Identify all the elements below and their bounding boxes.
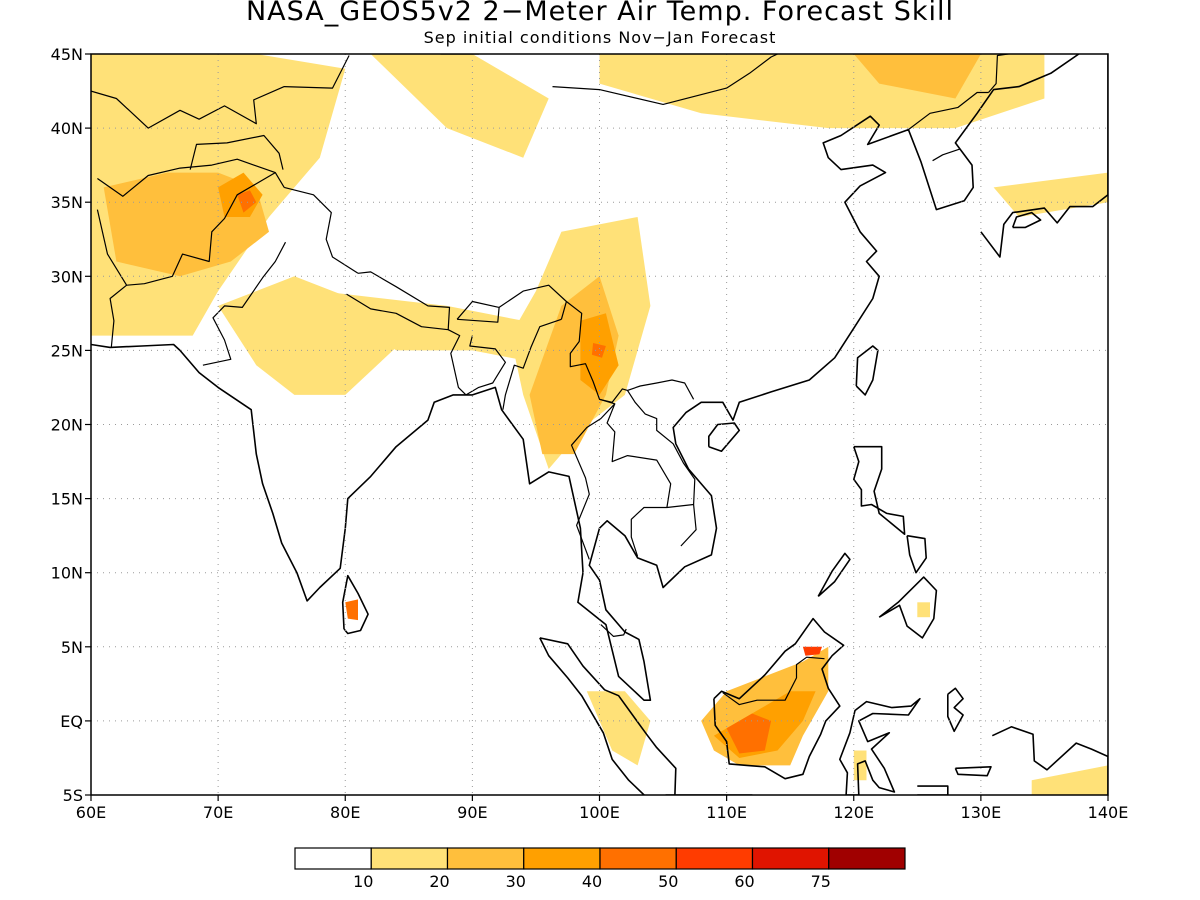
skill-region [917,602,930,618]
coastline [954,765,992,777]
lat-tick-label: 5S [63,786,83,805]
country-border [96,209,128,348]
skill-region [599,54,1045,129]
colorbar-label: 30 [506,872,526,891]
skill-region [853,750,867,781]
lon-tick-label: 130E [961,803,1002,822]
coastline [852,445,906,536]
country-border [630,503,694,557]
coastlines [91,54,1108,795]
lat-tick-label: 10N [51,564,83,583]
lat-tick-label: 30N [51,267,83,286]
colorbar-label: 60 [734,872,754,891]
coastline [91,343,181,351]
colorbar-swatch [828,847,906,870]
coastline [946,687,964,733]
skill-region [586,691,651,766]
colorbar-swatch [370,847,449,870]
lon-tick-label: 120E [833,803,874,822]
coastline [713,617,845,780]
skill-region [345,599,358,621]
coastline [878,576,938,639]
coastline [179,54,1080,702]
country-borders [91,54,1013,706]
lat-tick-label: 20N [51,416,83,435]
coastline [906,534,928,574]
lat-tick-label: 35N [51,193,83,212]
country-border [570,398,616,560]
country-border [988,54,1013,93]
country-border [908,91,989,131]
coastline [341,574,369,635]
country-border [932,148,961,162]
lon-tick-label: 60E [76,803,106,822]
country-border [126,172,276,286]
lat-tick-label: 15N [51,490,83,509]
colorbar-swatch [523,847,601,870]
coastline [707,422,741,453]
coastline [991,725,1108,795]
colorbar-label: 75 [811,872,831,891]
skill-region [1031,765,1108,795]
skill-region [237,190,257,213]
colorbar-swatch [446,847,525,870]
country-border [502,318,562,410]
country-border [202,241,287,366]
coastline [855,345,879,396]
lon-tick-label: 110E [706,803,747,822]
country-border [626,390,697,547]
skill-region [591,343,606,358]
lon-tick-label: 70E [203,803,233,822]
colorbar-swatch [751,847,830,870]
country-border [498,284,568,320]
country-border [552,54,779,106]
lon-tick-label: 80E [330,803,360,822]
lat-tick-label: 45N [51,45,83,64]
lat-tick-label: 25N [51,341,83,360]
colorbar-swatch [599,847,677,870]
lon-tick-label: 90E [457,803,487,822]
country-border [189,134,284,170]
lon-tick-label: 140E [1088,803,1129,822]
skill-region [726,713,772,754]
coastline [1011,211,1042,229]
colorbar-label: 20 [429,872,449,891]
country-border [722,656,825,706]
skill-region [802,646,822,656]
colorbar-label: 10 [353,872,373,891]
colorbar-label: 50 [658,872,678,891]
lat-tick-label: 5N [61,638,83,657]
map-title: NASA_GEOS5v2 2−Meter Air Temp. Forecast … [245,0,955,27]
skill-region [993,172,1108,217]
colorbar-swatch [675,847,754,870]
map-subtitle: Sep initial conditions Nov−Jan Forecast [423,28,777,47]
colorbar-label: 40 [582,872,602,891]
coastline [838,697,921,795]
country-border [346,271,451,331]
country-border [91,55,350,129]
coastline [539,637,677,795]
country-border [600,624,627,638]
colorbar: 10 20 30 40 50 60 75 [294,847,906,891]
country-border [447,329,506,396]
country-border [284,186,359,274]
coastline [817,552,851,597]
coastline [917,785,949,795]
coastline [980,54,1108,258]
skill-region [370,54,549,158]
country-border [97,158,285,197]
lat-tick-label: EQ [60,712,83,731]
skill-region [853,54,981,99]
lon-tick-label: 100E [579,803,620,822]
axis-ticks: 60E 70E 80E 90E 100E 110E 120E 130E 140E 45N 40N 35… [51,45,1129,822]
country-border [606,403,672,508]
colorbar-swatch [294,847,372,870]
lat-tick-label: 40N [51,119,83,138]
